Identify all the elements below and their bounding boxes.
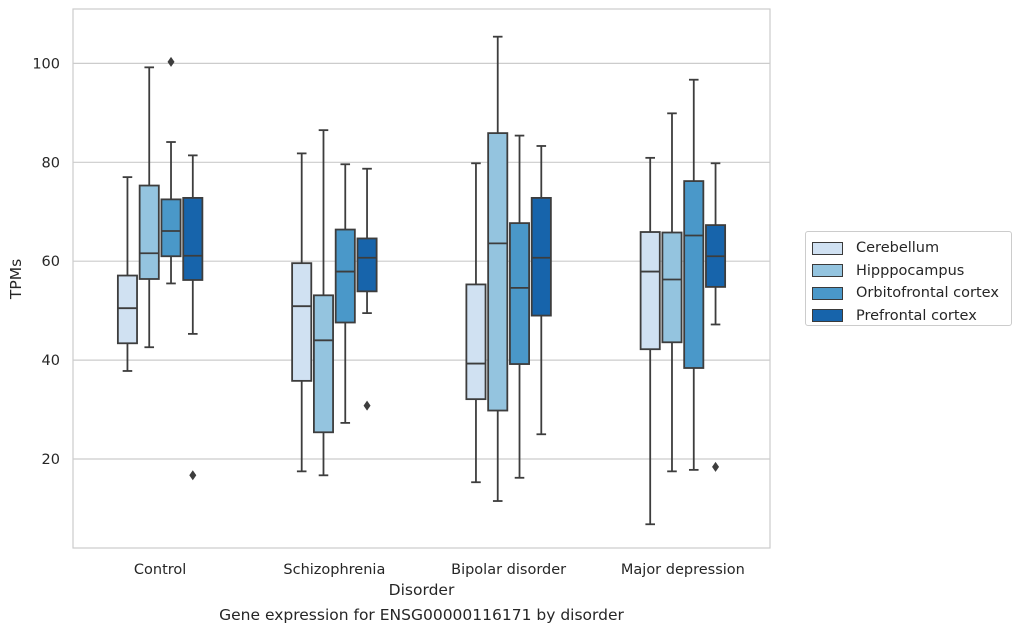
box-orbitofrontal-cortex-schizophrenia bbox=[334, 163, 356, 424]
outlier-point-0 bbox=[189, 470, 197, 481]
box-iqr bbox=[334, 228, 356, 324]
box-iqr bbox=[487, 132, 509, 412]
x-axis-label: Disorder bbox=[389, 581, 455, 599]
box-cerebellum-control bbox=[116, 176, 138, 372]
legend-label-orbitofrontal-cortex: Orbitofrontal cortex bbox=[856, 285, 999, 302]
x-tick-label-schizophrenia: Schizophrenia bbox=[283, 562, 385, 578]
legend-swatch-orbitofrontal-cortex bbox=[812, 286, 843, 300]
box-hipppocampus-major-depression bbox=[661, 112, 683, 473]
box-orbitofrontal-cortex-bipolar-disorder bbox=[509, 134, 530, 479]
y-tick-label-60: 60 bbox=[42, 254, 60, 270]
box-iqr bbox=[138, 184, 160, 280]
y-axis-label: TPMs bbox=[7, 259, 25, 300]
legend-item-cerebellum: Cerebellum bbox=[812, 237, 1011, 260]
box-iqr bbox=[116, 274, 138, 345]
legend: Cerebellum Hipppocampus Orbitofrontal co… bbox=[805, 231, 1012, 326]
box-orbitofrontal-cortex-major-depression bbox=[683, 78, 705, 471]
box-orbitofrontal-cortex-control bbox=[160, 56, 182, 285]
chart-caption: Gene expression for ENSG00000116171 by d… bbox=[219, 606, 624, 624]
box-iqr bbox=[509, 222, 530, 365]
box-prefrontal-cortex-schizophrenia bbox=[356, 167, 378, 411]
box-hipppocampus-schizophrenia bbox=[313, 129, 334, 477]
box-iqr bbox=[356, 237, 378, 293]
y-tick-label-100: 100 bbox=[32, 56, 60, 72]
box-iqr bbox=[639, 231, 661, 351]
legend-label-prefrontal-cortex: Prefrontal cortex bbox=[856, 307, 977, 324]
x-tick-label-control: Control bbox=[134, 562, 186, 578]
box-iqr bbox=[182, 196, 204, 281]
legend-item-orbitofrontal-cortex: Orbitofrontal cortex bbox=[812, 282, 1011, 305]
legend-swatch-prefrontal-cortex bbox=[812, 309, 843, 323]
box-prefrontal-cortex-major-depression bbox=[705, 162, 727, 472]
outlier-point-0 bbox=[363, 400, 371, 411]
box-iqr bbox=[160, 198, 182, 258]
box-iqr bbox=[465, 283, 487, 401]
legend-label-hippocampus: Hipppocampus bbox=[856, 262, 965, 279]
box-prefrontal-cortex-control bbox=[182, 154, 204, 481]
box-hipppocampus-bipolar-disorder bbox=[487, 35, 509, 502]
box-iqr bbox=[683, 180, 705, 369]
outlier-point-0 bbox=[712, 461, 720, 472]
box-iqr bbox=[530, 196, 552, 317]
legend-item-prefrontal-cortex: Prefrontal cortex bbox=[812, 305, 1011, 328]
box-iqr bbox=[291, 262, 313, 382]
y-tick-label-40: 40 bbox=[42, 353, 60, 369]
y-tick-label-80: 80 bbox=[42, 155, 60, 171]
box-cerebellum-major-depression bbox=[639, 156, 661, 526]
box-prefrontal-cortex-bipolar-disorder bbox=[530, 145, 552, 436]
outlier-point-0 bbox=[167, 56, 175, 67]
plot-frame bbox=[72, 8, 771, 549]
box-iqr bbox=[661, 231, 683, 344]
legend-swatch-hippocampus bbox=[812, 264, 843, 278]
x-tick-labels: Control Schizophrenia Bipolar disorder Majo… bbox=[134, 562, 745, 578]
legend-label-cerebellum: Cerebellum bbox=[856, 240, 940, 257]
legend-item-hippocampus: Hipppocampus bbox=[812, 260, 1011, 283]
boxes bbox=[116, 35, 727, 526]
x-tick-label-bipolar-disorder: Bipolar disorder bbox=[451, 562, 566, 578]
box-hipppocampus-control bbox=[138, 66, 160, 349]
box-cerebellum-bipolar-disorder bbox=[465, 162, 487, 484]
legend-swatch-cerebellum bbox=[812, 241, 843, 255]
y-tick-label-20: 20 bbox=[42, 452, 60, 468]
box-cerebellum-schizophrenia bbox=[291, 152, 313, 473]
y-tick-labels: 20 40 60 80 100 bbox=[32, 56, 60, 468]
x-tick-label-major-depression: Major depression bbox=[621, 562, 745, 578]
box-iqr bbox=[313, 294, 334, 434]
